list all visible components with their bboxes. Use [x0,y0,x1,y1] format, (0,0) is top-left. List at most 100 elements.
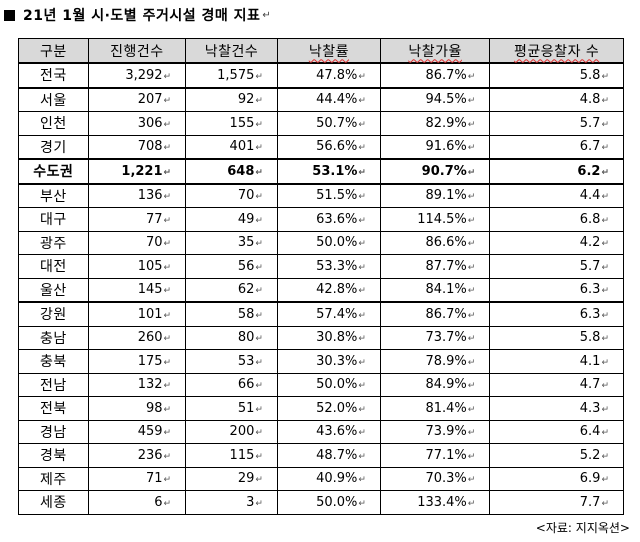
paragraph-mark-icon: ↵ [358,451,366,462]
paragraph-mark-icon: ↵ [358,167,366,178]
cases-cell: 105↵ [87,254,187,279]
paragraph-mark-icon: ↵ [163,404,172,415]
paragraph-mark-icon: ↵ [163,310,172,321]
table-row: 세종 6↵ 3↵ 50.0%↵ 133.4%↵ 7.7↵ [18,490,624,515]
bidders-cell: 4.1↵ [489,349,624,374]
paragraph-mark-icon: ↵ [358,428,366,439]
paragraph-mark-icon: ↵ [163,192,172,203]
bidders-cell: 4.4↵ [489,183,624,208]
table-row: 경기 708↵ 401↵ 56.6%↵ 91.6%↵ 6.7↵ [18,134,624,160]
paragraph-mark-icon: ↵ [601,119,609,130]
rate-cell: 48.7%↵ [276,443,381,468]
rate-cell: 51.5%↵ [276,183,381,208]
paragraph-mark-icon: ↵ [601,143,609,154]
table-row: 울산 145↵ 62↵ 42.8%↵ 84.1%↵ 6.3↵ [18,277,624,303]
paragraph-mark-icon: ↵ [601,71,609,82]
paragraph-mark-icon: ↵ [255,428,263,439]
header-bidders: 평균응찰자 수 [489,38,624,64]
bidders-cell: 5.7↵ [489,111,624,136]
paragraph-mark-icon: ↵ [601,428,609,439]
bidders-cell: 6.8↵ [489,207,624,232]
paragraph-mark-icon: ↵ [601,192,609,203]
won-cell: 53↵ [185,349,278,374]
won-cell: 200↵ [185,419,278,444]
paragraph-mark-icon: ↵ [601,239,609,250]
paragraph-mark-icon: ↵ [601,96,609,107]
rate-cell: 50.0%↵ [276,372,381,397]
paragraph-mark-icon: ↵ [163,428,172,439]
cases-cell: 3,292↵ [87,62,187,89]
table-row: 전국 3,292↵ 1,575↵ 47.8%↵ 86.7%↵ 5.8↵ [18,62,624,89]
paragraph-mark-icon: ↵ [358,239,366,250]
table-row: 인천 306↵ 155↵ 50.7%↵ 82.9%↵ 5.7↵ [18,111,624,136]
paragraph-mark-icon: ↵ [467,192,476,203]
header-won: 낙찰건수 [185,38,278,64]
cases-cell: 207↵ [87,87,187,112]
region-cell: 충남 [18,325,89,350]
header-region: 구분 [18,38,89,64]
header-cases: 진행건수 [87,38,187,64]
price-rate-cell: 94.5%↵ [379,87,491,112]
paragraph-mark-icon: ↵ [163,381,172,392]
price-rate-cell: 90.7%↵ [379,158,491,185]
table-row: 전북 98↵ 51↵ 52.0%↵ 81.4%↵ 4.3↵ [18,396,624,421]
bidders-cell: 4.3↵ [489,396,624,421]
cases-cell: 306↵ [87,111,187,136]
region-cell: 전국 [18,62,89,89]
cases-cell: 6↵ [87,490,187,515]
table-row: 부산 136↵ 70↵ 51.5%↵ 89.1%↵ 4.4↵ [18,183,624,208]
paragraph-mark-icon: ↵ [255,451,263,462]
price-rate-cell: 70.3%↵ [379,466,491,491]
paragraph-mark-icon: ↵ [358,475,366,486]
paragraph-mark-icon: ↵ [467,498,476,509]
region-cell: 강원 [18,301,89,327]
paragraph-mark-icon: ↵ [163,475,172,486]
price-rate-cell: 84.9%↵ [379,372,491,397]
paragraph-mark-icon: ↵ [255,334,263,345]
rate-cell: 50.7%↵ [276,111,381,136]
region-cell: 부산 [18,183,89,208]
paragraph-mark-icon: ↵ [467,96,476,107]
paragraph-mark-icon: ↵ [358,357,366,368]
price-rate-cell: 82.9%↵ [379,111,491,136]
price-rate-cell: 84.1%↵ [379,277,491,303]
rate-cell: 47.8%↵ [276,62,381,89]
rate-cell: 42.8%↵ [276,277,381,303]
paragraph-mark-icon: ↵ [358,215,366,226]
header-row: 구분 진행건수 낙찰건수 낙찰률 낙찰가율 평균응찰자 수 [18,38,624,64]
won-cell: 401↵ [185,134,278,160]
region-cell: 울산 [18,277,89,303]
region-cell: 경남 [18,419,89,444]
paragraph-mark-icon: ↵ [601,357,609,368]
bidders-cell: 6.3↵ [489,277,624,303]
paragraph-mark-icon: ↵ [255,286,263,297]
paragraph-mark-icon: ↵ [255,119,263,130]
cases-cell: 459↵ [87,419,187,444]
paragraph-mark-icon: ↵ [255,357,263,368]
cases-cell: 77↵ [87,207,187,232]
price-rate-cell: 73.9%↵ [379,419,491,444]
paragraph-mark-icon: ↵ [255,239,263,250]
paragraph-mark-icon: ↵ [255,381,263,392]
title-text: 21년 1월 시·도별 주거시설 경매 지표 [23,8,261,24]
paragraph-mark-icon: ↵ [163,143,172,154]
paragraph-mark-icon: ↵ [163,239,172,250]
region-cell: 대구 [18,207,89,232]
paragraph-mark-icon: ↵ [262,9,272,21]
paragraph-mark-icon: ↵ [467,215,476,226]
paragraph-mark-icon: ↵ [255,215,263,226]
bidders-cell: 6.9↵ [489,466,624,491]
paragraph-mark-icon: ↵ [255,192,263,203]
paragraph-mark-icon: ↵ [601,498,609,509]
rate-cell: 57.4%↵ [276,301,381,327]
rate-cell: 50.0%↵ [276,230,381,255]
region-cell: 서울 [18,87,89,112]
table-row: 광주 70↵ 35↵ 50.0%↵ 86.6%↵ 4.2↵ [18,230,624,255]
won-cell: 115↵ [185,443,278,468]
paragraph-mark-icon: ↵ [467,119,476,130]
paragraph-mark-icon: ↵ [163,451,172,462]
cases-cell: 98↵ [87,396,187,421]
cases-cell: 260↵ [87,325,187,350]
paragraph-mark-icon: ↵ [358,310,366,321]
won-cell: 92↵ [185,87,278,112]
